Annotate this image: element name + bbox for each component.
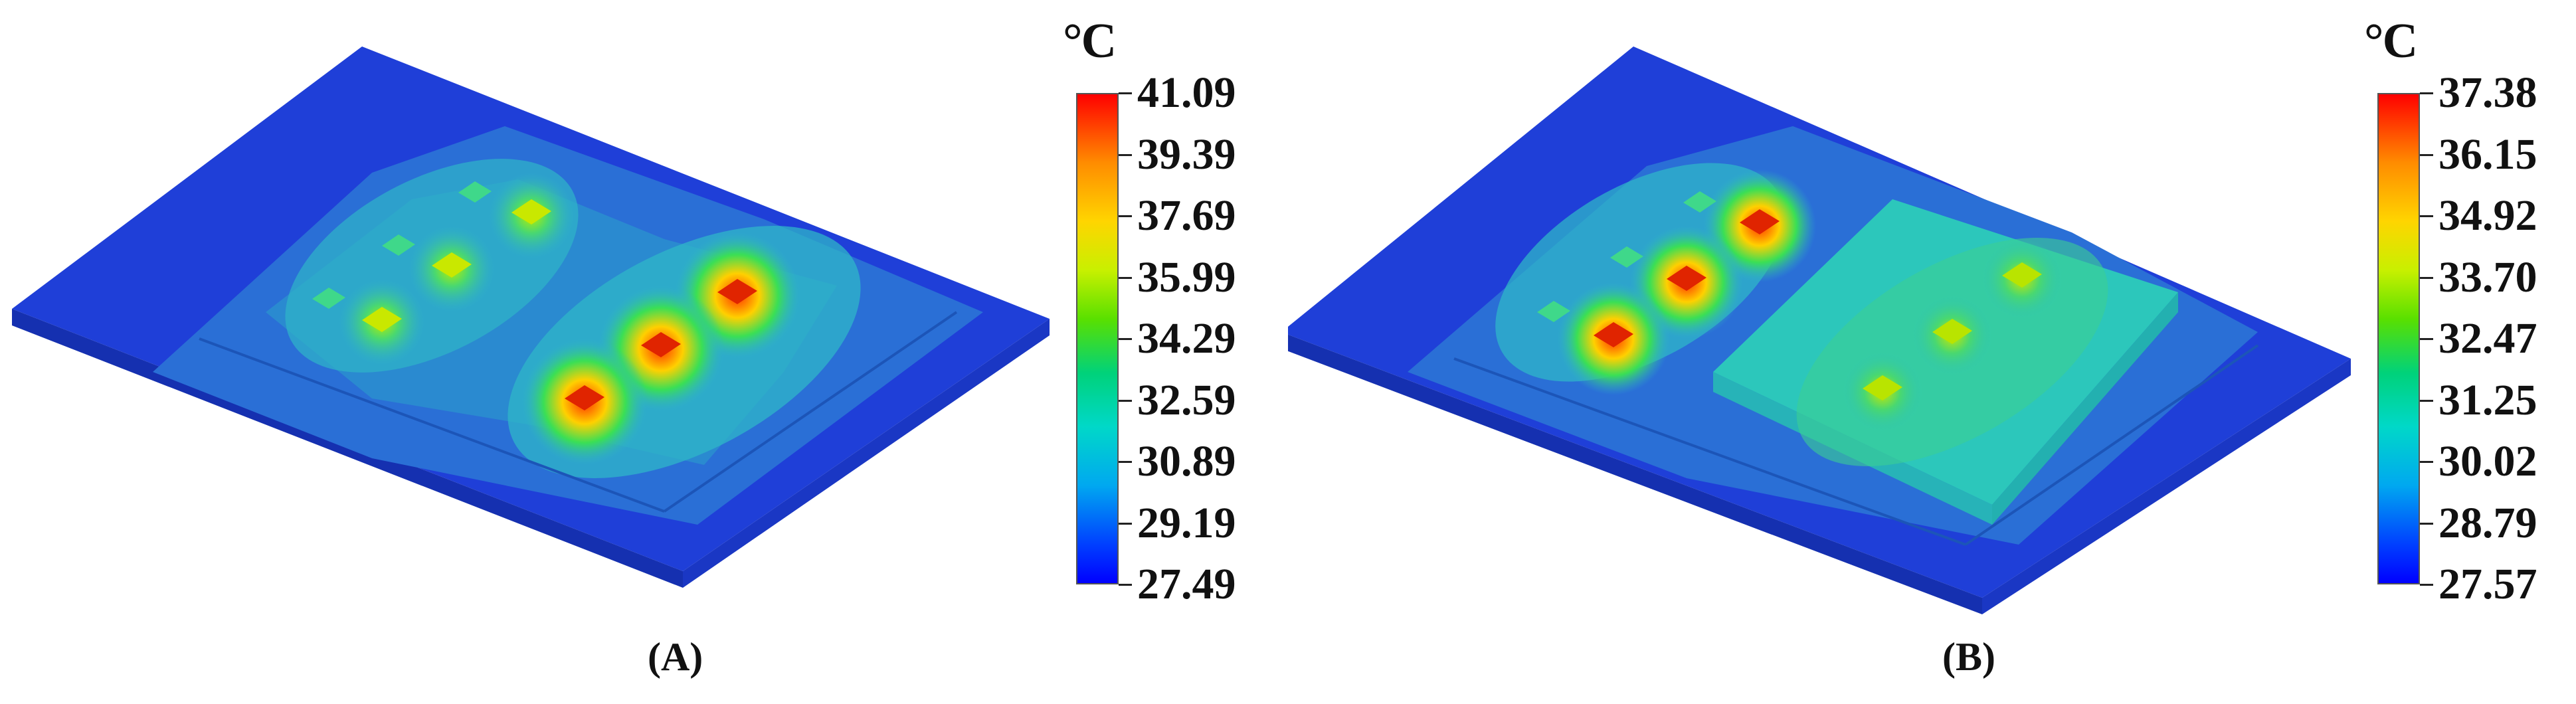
colorbar-tick (1119, 215, 1132, 217)
colorbar-tick (1119, 399, 1132, 402)
unit-label-a: °C (1063, 14, 1117, 68)
colorbar-tick-label: 39.39 (1137, 130, 1236, 179)
chip-a1 (511, 199, 551, 224)
block-side-b (1992, 292, 2178, 525)
colorbar-tick (2420, 276, 2433, 279)
chip-a2 (432, 252, 472, 278)
hot-chip-a3 (565, 385, 604, 410)
hot-chip-b2 (1667, 266, 1706, 291)
chip-b2 (1932, 319, 1972, 344)
colorbar-tick (1119, 584, 1132, 586)
colorbar-tick-label: 37.69 (1137, 191, 1236, 240)
colorbar-tick (1119, 522, 1132, 525)
unit-label-b: °C (2364, 14, 2418, 68)
colorbar-tick (2420, 338, 2433, 340)
thermal-panel-a: °C 41.09 39.39 37.69 35.99 34.29 32.59 30.89 29… (12, 14, 1236, 679)
chip-b4 (1683, 191, 1716, 213)
colorbar-tick-label: 37.38 (2438, 68, 2537, 117)
hot-chip-a2 (641, 332, 681, 357)
colorbar-tick-label: 32.59 (1137, 375, 1236, 424)
thermal-map-a (12, 46, 1050, 588)
colorbar-tick-label: 27.49 (1137, 560, 1236, 608)
colorbar-tick-label: 29.19 (1137, 498, 1236, 547)
rail-b1 (1453, 357, 1966, 546)
colorbar-tick (1119, 92, 1132, 94)
colorbar-tick-label: 34.29 (1137, 314, 1236, 363)
hot-chip-a1 (717, 279, 757, 304)
colorbar-tick (1119, 338, 1132, 340)
thermal-panel-b: °C 37.38 36.15 34.92 33.70 32.47 31.25 30.02 28… (1288, 0, 2576, 704)
colorbar-tick (2420, 92, 2433, 94)
colorbar-tick-label: 30.02 (2438, 437, 2537, 485)
chip-b6 (1537, 301, 1570, 322)
colorbar-tick (1119, 461, 1132, 463)
plate-side-right-a (683, 319, 1050, 588)
plate-side-b (1288, 334, 1982, 614)
colorbar-tick-label: 32.47 (2438, 314, 2537, 363)
colorbar-tick (2420, 153, 2433, 156)
thermal-map-b (1288, 46, 2351, 614)
colorbar-tick (2420, 584, 2433, 586)
colorbar-tick-label: 36.15 (2438, 130, 2537, 179)
colorbar-tick-label: 33.70 (2438, 252, 2537, 302)
colorbar-tick (2420, 399, 2433, 402)
colorbar-tick (2420, 522, 2433, 525)
caption-b: (B) (1942, 635, 1995, 679)
colorbar-tick-label: 35.99 (1137, 252, 1236, 302)
colorbar-tick-label: 41.09 (1137, 68, 1236, 117)
chip-b1 (2002, 262, 2042, 288)
colorbar-tick-label: 27.57 (2438, 560, 2537, 608)
chip-b5 (1610, 246, 1643, 268)
colorbar-tick (2420, 461, 2433, 463)
colorbar-tick-label: 31.25 (2438, 375, 2537, 424)
colorbar-tick-label: 28.79 (2438, 498, 2537, 547)
rail-b2 (1964, 344, 2259, 546)
colorbar-b (2377, 93, 2420, 584)
colorbar-tick (2420, 215, 2433, 217)
plate-side-right-b (1982, 359, 2351, 614)
rail-a2 (663, 311, 958, 513)
colorbar-tick (1119, 276, 1132, 279)
hot-chip-b1 (1740, 209, 1780, 234)
chip-a5 (382, 234, 415, 256)
colorbar-tick-label: 34.92 (2438, 191, 2537, 240)
rail-a1 (199, 337, 665, 513)
colorbar-tick-label: 30.89 (1137, 437, 1236, 485)
colorbar-tick (1119, 153, 1132, 156)
colorbar-a (1076, 93, 1119, 584)
chip-a6 (312, 288, 345, 309)
chip-a3 (362, 307, 402, 332)
chip-b3 (1863, 375, 1902, 400)
chip-a4 (458, 181, 492, 203)
hot-chip-b3 (1594, 322, 1633, 347)
caption-a: (A) (648, 635, 703, 679)
